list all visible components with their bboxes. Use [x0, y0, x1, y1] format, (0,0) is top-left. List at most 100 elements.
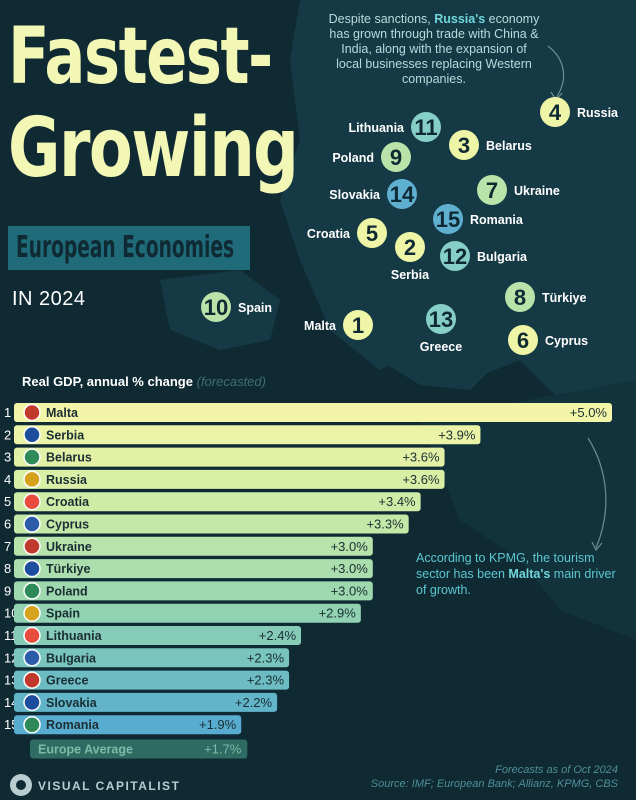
bar-row: 5 Croatia +3.4%	[4, 492, 421, 512]
bar	[14, 425, 481, 445]
bar-value-label: +2.3%	[247, 650, 285, 665]
europe-average-row: Europe Average +1.7%	[30, 739, 248, 759]
map-marker-circle	[387, 179, 417, 209]
bar-rank: 6	[4, 517, 11, 532]
map-marker-name: Slovakia	[329, 188, 381, 202]
map-marker-circle	[381, 142, 411, 172]
bar-category-label: Türkiye	[46, 562, 91, 576]
bar-category-label: Serbia	[46, 428, 85, 442]
bar-row: 7 Ukraine +3.0%	[4, 536, 373, 556]
map-marker-türkiye: 8 Türkiye	[505, 282, 587, 312]
bar	[14, 626, 302, 645]
bar-row: 6 Cyprus +3.3%	[4, 514, 409, 534]
bar-rank: 3	[4, 450, 11, 465]
bar-category-label: Bulgaria	[46, 651, 97, 665]
bar-row: 2 Serbia +3.9%	[4, 425, 481, 445]
bar-value-label: +2.3%	[247, 673, 285, 688]
bar-value-label: +3.6%	[402, 472, 440, 487]
map-marker-bulgaria: 12 Bulgaria	[440, 241, 528, 271]
bar-row: 8 Türkiye +3.0%	[4, 559, 373, 579]
malta-annotation: According to KPMG, the tourism sector ha…	[416, 550, 616, 598]
bar	[14, 492, 421, 512]
bar-row: 12 Bulgaria +2.3%	[4, 648, 290, 668]
map-marker-name: Poland	[332, 151, 374, 165]
flag-icon	[23, 649, 41, 667]
bar-value-label: +3.9%	[438, 427, 476, 442]
bar-category-label: Greece	[46, 674, 88, 688]
flag-icon	[23, 403, 41, 422]
map-marker-circle	[395, 232, 425, 262]
bar-row: 15 Romania +1.9%	[4, 715, 242, 735]
flag-icon	[23, 582, 41, 600]
map-marker-circle	[357, 218, 387, 248]
map-marker-name: Cyprus	[545, 334, 588, 348]
map-marker-name: Croatia	[307, 227, 351, 241]
bar-value-label: +3.0%	[331, 539, 369, 554]
map-marker-name: Ukraine	[514, 184, 560, 198]
flag-icon	[23, 604, 41, 622]
map-marker-rank: 9	[390, 145, 402, 170]
bar-category-label: Cyprus	[46, 518, 89, 532]
chart-title-text: Real GDP, annual % change	[22, 374, 193, 389]
map-marker-name: Bulgaria	[477, 250, 528, 264]
bar-category-label: Russia	[46, 473, 88, 487]
map-marker-russia: 4 Russia	[540, 97, 619, 127]
bar-category-label: Romania	[46, 718, 100, 732]
bar-value-label: +3.0%	[331, 561, 369, 576]
bar-category-label: Malta	[46, 406, 79, 420]
visual-capitalist-logo-icon	[10, 774, 32, 796]
map-marker-rank: 2	[404, 235, 416, 260]
map-marker-circle	[201, 292, 231, 322]
subtitle: European Economies	[16, 230, 235, 265]
flag-icon	[23, 626, 41, 645]
map-marker-ukraine: 7 Ukraine	[477, 175, 560, 205]
kpmg-note-prefix: According to KPMG, the tourism sector ha…	[416, 551, 595, 581]
russia-note-bold: Russia's	[434, 12, 486, 26]
flag-icon	[23, 470, 41, 489]
map-marker-circle	[505, 282, 535, 312]
bar	[14, 715, 242, 735]
bar-category-label: Belarus	[46, 451, 92, 465]
map-marker-name: Malta	[304, 319, 337, 333]
map-marker-name: Serbia	[391, 268, 430, 282]
bar-value-label: +3.4%	[378, 494, 416, 509]
map-marker-name: Belarus	[486, 139, 532, 153]
map-marker-poland: 9 Poland	[332, 142, 411, 172]
russia-annotation: Despite sanctions, Russia's economy has …	[328, 12, 540, 87]
bar-row: 9 Poland +3.0%	[4, 581, 373, 601]
map-marker-croatia: 5 Croatia	[307, 218, 387, 248]
map-marker-name: Russia	[577, 106, 619, 120]
map-marker-rank: 14	[390, 182, 415, 207]
map-marker-rank: 7	[486, 178, 498, 203]
map-marker-belarus: 3 Belarus	[449, 130, 532, 160]
europe-average-label: Europe Average	[38, 743, 133, 757]
bar-rank: 5	[4, 494, 11, 509]
bar-category-label: Ukraine	[46, 540, 92, 554]
map-marker-name: Greece	[420, 340, 462, 354]
europe-average-value: +1.7%	[204, 742, 242, 757]
bar-row: 13 Greece +2.3%	[4, 670, 290, 690]
title-line-1: Fastest-	[8, 12, 273, 102]
map-marker-name: Spain	[238, 301, 272, 315]
bar-rank: 9	[4, 583, 11, 598]
bar	[14, 648, 290, 668]
map-marker-rank: 5	[366, 221, 378, 246]
bar	[14, 692, 278, 712]
bar-row: 3 Belarus +3.6%	[4, 447, 445, 467]
bar-row: 10 Spain +2.9%	[4, 603, 361, 623]
map-marker-rank: 11	[414, 115, 437, 140]
map-marker-rank: 15	[436, 207, 460, 232]
map-marker-circle	[540, 97, 570, 127]
bar-row: 1 Malta +5.0%	[4, 403, 612, 422]
russia-note-rest: economy has grown through trade with Chi…	[329, 12, 540, 86]
bar	[14, 514, 409, 534]
map-marker-circle	[411, 112, 441, 142]
year-label: IN 2024	[12, 288, 86, 310]
flag-icon	[23, 426, 41, 444]
map-marker-rank: 12	[443, 244, 467, 269]
map-marker-rank: 4	[549, 100, 562, 125]
bar	[14, 536, 373, 556]
map-marker-name: Romania	[470, 213, 524, 227]
